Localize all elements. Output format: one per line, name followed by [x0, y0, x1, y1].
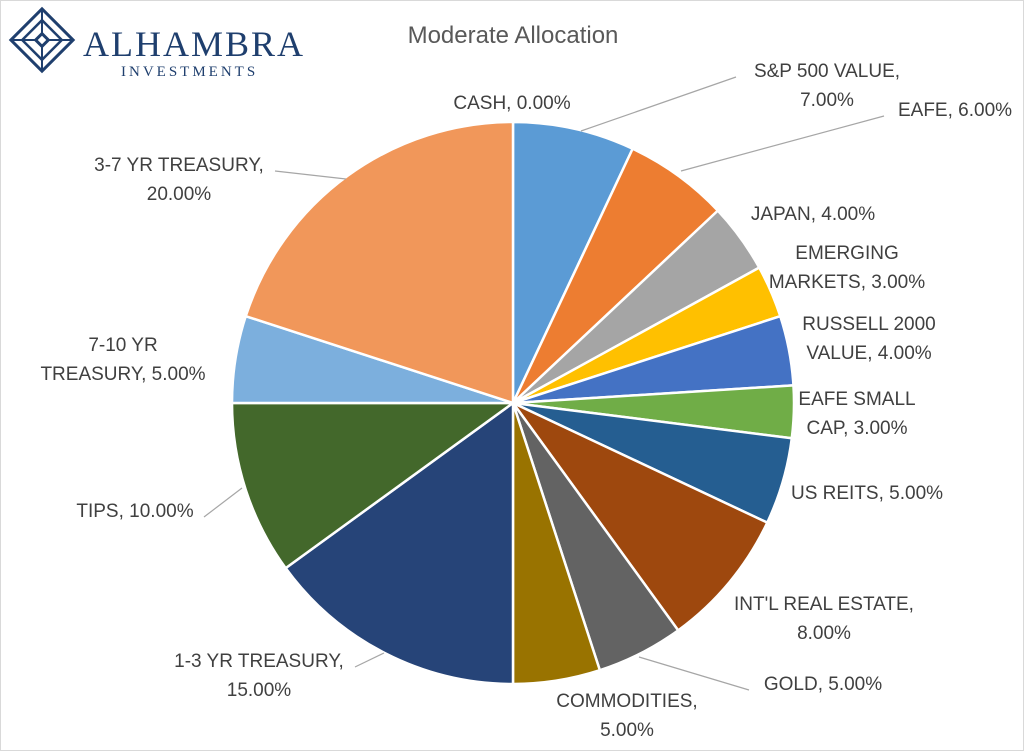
data-label: 1-3 YR TREASURY, 15.00% — [174, 651, 344, 701]
data-label: RUSSELL 2000 VALUE, 4.00% — [802, 314, 935, 364]
pie-slice-1-3-yr-treasury — [283, 400, 515, 686]
data-label: US REITS, 5.00% — [791, 483, 943, 504]
data-label: INT'L REAL ESTATE, 8.00% — [734, 594, 914, 644]
data-label: EAFE, 6.00% — [898, 100, 1012, 121]
logo-subtitle: INVESTMENTS — [121, 64, 258, 80]
leader-line — [680, 115, 885, 172]
chart-title: Moderate Allocation — [408, 22, 619, 49]
data-label: 7-10 YR TREASURY, 5.00% — [40, 335, 205, 385]
data-label: JAPAN, 4.00% — [751, 204, 875, 225]
diamond-lattice-icon — [8, 6, 76, 74]
pie-slice-tips — [230, 401, 517, 570]
pie-slice-3-7-yr-treasury — [244, 120, 515, 405]
leader-lines — [203, 76, 885, 691]
logo-name: ALHAMBRA — [83, 24, 305, 64]
leader-line — [274, 170, 347, 180]
leader-line — [638, 656, 750, 691]
data-label: GOLD, 5.00% — [764, 674, 882, 695]
pie-slice-int-l-real-estate — [511, 401, 769, 633]
leader-line — [203, 487, 243, 518]
leader-line — [354, 652, 385, 668]
data-label: EMERGING MARKETS, 3.00% — [769, 243, 925, 293]
data-label: TIPS, 10.00% — [76, 501, 193, 522]
leader-line — [580, 76, 737, 132]
pie-slices — [230, 120, 796, 686]
data-label: CASH, 0.00% — [453, 93, 570, 114]
data-labels: CASH, 0.00% S&P 500 VALUE, 7.00% EAFE, 6.00… — [40, 61, 1012, 741]
data-label: 3-7 YR TREASURY, 20.00% — [94, 155, 264, 205]
pie-slice-s-p-500-value — [511, 120, 635, 404]
data-label: COMMODITIES, 5.00% — [556, 691, 697, 741]
company-logo: ALHAMBRA INVESTMENTS — [8, 6, 305, 80]
data-label: EAFE SMALL CAP, 3.00% — [798, 389, 915, 439]
data-label: S&P 500 VALUE, 7.00% — [754, 61, 900, 111]
